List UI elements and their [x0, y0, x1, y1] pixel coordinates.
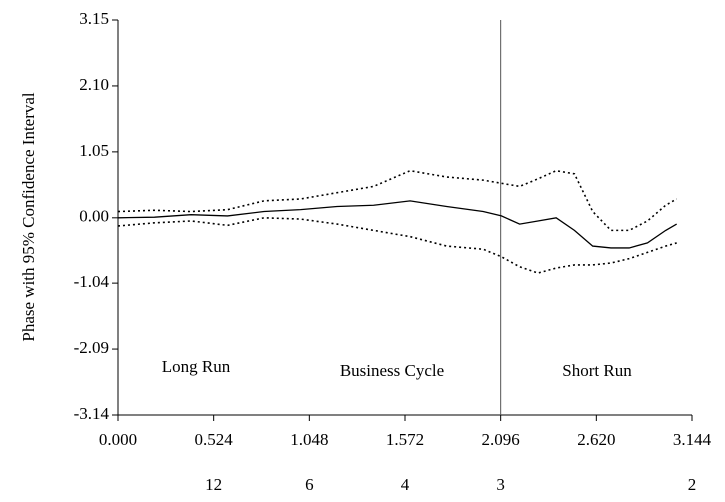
- x-tick-label: 0.000: [99, 430, 137, 449]
- period-label: 6: [305, 475, 314, 494]
- y-tick-label: -3.14: [74, 404, 110, 423]
- y-tick-label: 2.10: [79, 75, 109, 94]
- x-tick-label: 0.524: [195, 430, 234, 449]
- region-label: Short Run: [562, 361, 632, 380]
- x-tick-label: 1.048: [290, 430, 328, 449]
- y-axis-label: Phase with 95% Confidence Interval: [19, 92, 38, 342]
- y-tick-label: 1.05: [79, 141, 109, 160]
- x-tick-label: 3.144: [673, 430, 712, 449]
- period-label: 12: [205, 475, 222, 494]
- series-line: [117, 169, 678, 232]
- y-tick-label: 0.00: [79, 207, 109, 226]
- region-label: Long Run: [162, 357, 231, 376]
- series-line: [117, 200, 677, 249]
- x-tick-label: 2.096: [482, 430, 520, 449]
- x-tick-label: 1.572: [386, 430, 424, 449]
- region-label: Business Cycle: [340, 361, 444, 380]
- period-label: 3: [496, 475, 505, 494]
- period-label: 4: [401, 475, 410, 494]
- period-label: 2: [688, 475, 697, 494]
- x-tick-label: 2.620: [577, 430, 615, 449]
- y-tick-label: 3.15: [79, 9, 109, 28]
- y-tick-label: -2.09: [74, 338, 109, 357]
- y-tick-label: -1.04: [74, 272, 110, 291]
